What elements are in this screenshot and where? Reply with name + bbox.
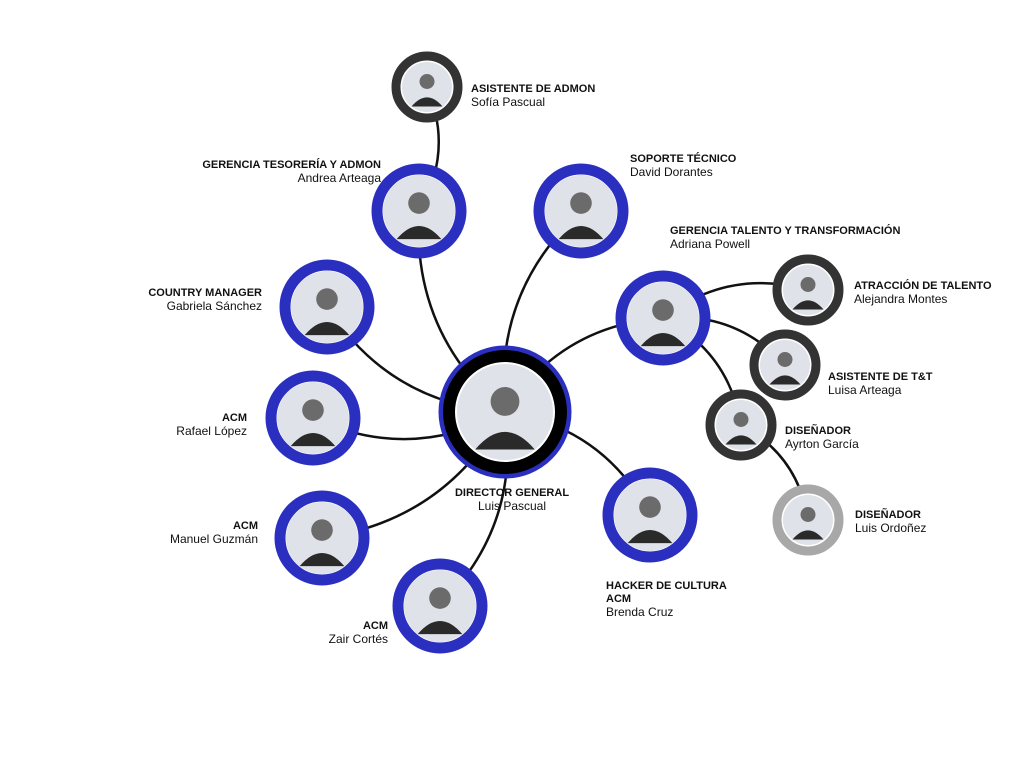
photo-body [417,620,463,635]
photo-body [411,97,443,107]
node-name: Luis Pascual [477,499,547,513]
node-name: Rafael López [176,424,247,438]
photo-body [299,552,345,567]
person-node [772,254,844,326]
photo-head [570,192,592,214]
photo-head [490,387,520,416]
node-label: ASISTENTE DE ADMON Sofía Pascual [471,83,595,109]
node-label: DISEÑADOR Luis Ordoñez [855,509,926,535]
node-role: COUNTRY MANAGER [148,287,262,299]
photo-head [800,507,816,522]
person-node [392,558,488,654]
node-role: GERENCIA TESORERÍA Y ADMON [202,159,381,171]
photo-head [733,412,749,427]
photo-body [396,225,442,240]
node-label: GERENCIA TESORERÍA Y ADMON Andrea Arteaga [202,159,381,185]
node-label: ATRACCIÓN DE TALENTO Alejandra Montes [854,280,992,306]
photo-head [652,299,674,321]
photo-body [558,225,604,240]
person-node [438,345,572,479]
person-node [749,329,821,401]
person-node [533,163,629,259]
node-role: ACM [221,412,247,424]
photo-body [725,435,757,445]
node-name: David Dorantes [630,165,713,179]
photo-head [639,496,661,518]
photo-body [792,300,824,310]
photo-head [408,192,430,214]
person-node [705,389,777,461]
node-label: ASISTENTE DE T&T Luisa Arteaga [828,371,933,397]
person-node [615,270,711,366]
node-role: ACM [362,620,388,632]
photo-body [792,530,824,540]
node-role: ASISTENTE DE T&T [828,371,933,383]
person-node [602,467,698,563]
person-node [274,490,370,586]
person-node [265,370,361,466]
person-node [371,163,467,259]
node-role: ASISTENTE DE ADMON [471,83,596,95]
node-name: Luisa Arteaga [828,383,902,397]
photo-body [640,332,686,347]
photo-head [316,288,338,310]
photo-body [290,432,336,447]
photo-head [419,74,435,89]
node-role: DISEÑADOR [855,509,922,521]
photo-body [475,431,535,450]
node-label: DIRECTOR GENERAL Luis Pascual [412,487,612,513]
photo-head [302,399,324,421]
photo-body [769,375,801,385]
node-name: Andrea Arteaga [297,171,381,185]
node-label: ACM Rafael López [176,412,247,438]
node-label: ACM Zair Cortés [329,620,388,646]
photo-head [777,352,793,367]
photo-head [429,587,451,609]
node-role: HACKER DE CULTURA ACM [606,580,727,605]
node-label: DISEÑADOR Ayrton García [785,425,859,451]
node-role: GERENCIA TALENTO Y TRANSFORMACIÓN [670,225,901,237]
node-label: SOPORTE TÉCNICO David Dorantes [630,153,736,179]
node-label: GERENCIA TALENTO Y TRANSFORMACIÓN Adriana… [670,225,900,251]
person-node [772,484,844,556]
node-name: Alejandra Montes [854,292,948,306]
node-name: Zair Cortés [328,632,388,646]
photo-body [627,529,673,544]
node-name: Ayrton García [785,437,859,451]
node-role: ATRACCIÓN DE TALENTO [854,280,992,292]
person-node [391,51,463,123]
photo-body [304,321,350,336]
photo-head [800,277,816,292]
node-name: Brenda Cruz [606,605,674,619]
node-name: Sofía Pascual [471,95,546,109]
node-name: Luis Ordoñez [855,521,927,535]
node-label: ACM Manuel Guzmán [170,520,258,546]
node-role: ACM [232,520,258,532]
node-name: Adriana Powell [670,237,751,251]
photo-head [311,519,333,541]
node-name: Manuel Guzmán [169,532,258,546]
node-label: HACKER DE CULTURA ACM Brenda Cruz [606,580,731,619]
node-name: Gabriela Sánchez [166,299,262,313]
node-label: COUNTRY MANAGER Gabriela Sánchez [148,287,262,313]
node-role: SOPORTE TÉCNICO [630,153,737,165]
person-node [279,259,375,355]
node-role: DISEÑADOR [785,425,852,437]
node-role: DIRECTOR GENERAL [454,487,570,499]
